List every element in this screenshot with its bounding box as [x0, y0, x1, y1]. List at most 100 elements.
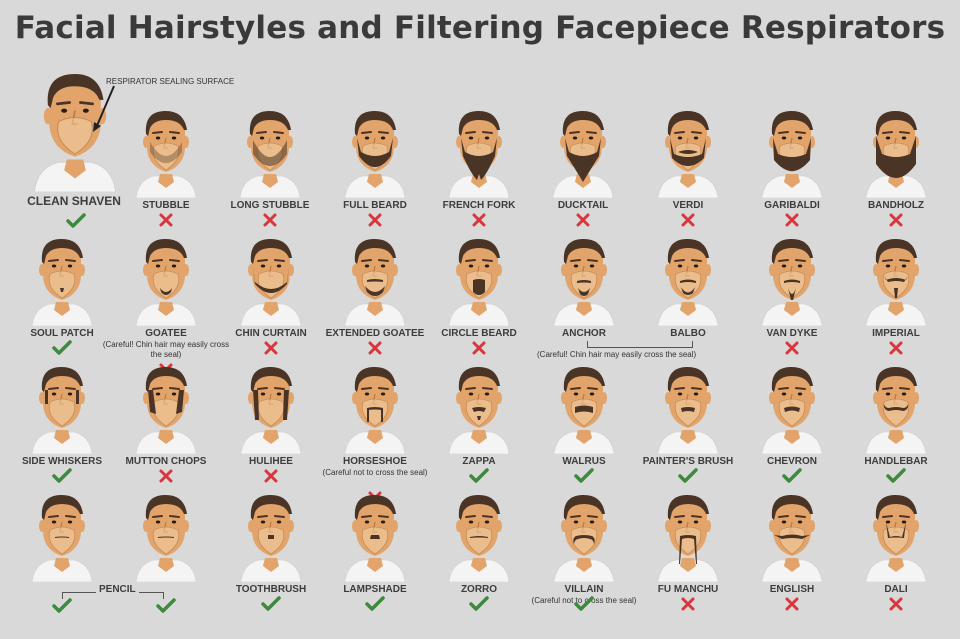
cross-icon: [263, 213, 277, 227]
style-cell-toothbrush: TOOTHBRUSH: [219, 492, 323, 614]
style-cell-villain: VILLAIN (Careful not to cross the seal): [532, 492, 636, 614]
cross-icon: [159, 469, 173, 483]
mutton-face: [135, 366, 197, 454]
style-label: STUBBLE: [142, 200, 190, 211]
callout-arrow-icon: [93, 85, 115, 132]
style-cell-lampshade: LAMPSHADE: [323, 492, 427, 614]
handlebar-face: [865, 366, 927, 454]
whiskers-face: [31, 366, 93, 454]
style-label: FU MANCHU: [657, 584, 719, 595]
garibaldi-face: [761, 110, 823, 198]
check-icon: [52, 340, 72, 355]
cross-icon: [264, 341, 278, 355]
pencil-label: PENCIL: [96, 584, 139, 595]
zorro-face: [448, 494, 510, 582]
circle-face: [448, 238, 510, 326]
style-label: HANDLEBAR: [864, 456, 928, 467]
style-cell-balbo: BALBO: [636, 236, 740, 358]
walrus-face: [553, 366, 615, 454]
anchor-balbo-bracket: [587, 341, 693, 348]
anchor-balbo-note: (Careful! Chin hair may easily cross the…: [537, 350, 697, 359]
style-label: FULL BEARD: [343, 200, 407, 211]
style-label: FRENCH FORK: [442, 200, 516, 211]
style-label: GOATEE: [145, 328, 187, 339]
villain-face: [553, 494, 615, 582]
goatee-face: [135, 238, 197, 326]
style-cell-walrus: WALRUS: [532, 364, 636, 486]
check-icon: [156, 598, 176, 613]
check-icon: [886, 468, 906, 483]
cross-icon: [889, 597, 903, 611]
clean-shaven-label: CLEAN SHAVEN: [27, 194, 121, 208]
style-label: HULIHEE: [249, 456, 293, 467]
style-label: IMPERIAL: [872, 328, 920, 339]
toothbrush-face: [240, 494, 302, 582]
style-label: SIDE WHISKERS: [21, 456, 102, 467]
style-cell-anchor: ANCHOR: [532, 236, 636, 358]
style-cell-circle: CIRCLE BEARD: [427, 236, 531, 358]
check-icon: [469, 596, 489, 611]
chincurtain-face: [240, 238, 302, 326]
extgoatee-face: [344, 238, 406, 326]
style-label: VERDI: [672, 200, 704, 211]
vandyke-face: [761, 238, 823, 326]
bandholz-face: [865, 110, 927, 198]
pencil1-face: [31, 494, 93, 582]
anchor-face: [553, 238, 615, 326]
cross-icon: [785, 341, 799, 355]
style-label: BALBO: [670, 328, 706, 339]
cross-icon: [368, 341, 382, 355]
style-label: PAINTER'S BRUSH: [642, 456, 734, 467]
style-label: ENGLISH: [769, 584, 815, 595]
style-label: VAN DYKE: [766, 328, 818, 339]
style-label: LONG STUBBLE: [230, 200, 310, 211]
check-icon: [678, 468, 698, 483]
cross-icon: [368, 213, 382, 227]
check-icon: [574, 596, 594, 611]
style-cell-goatee: GOATEE (Careful! Chin hair may easily cro…: [103, 236, 229, 377]
cross-icon: [785, 597, 799, 611]
style-cell-stubble: STUBBLE: [114, 108, 218, 230]
cross-icon: [264, 469, 278, 483]
style-cell-vandyke: VAN DYKE: [740, 236, 844, 358]
style-label: CHIN CURTAIN: [235, 328, 307, 339]
style-cell-verdi: VERDI: [636, 108, 740, 230]
check-icon: [782, 468, 802, 483]
style-cell-soulpatch: SOUL PATCH: [10, 236, 114, 358]
style-cell-zappa: ZAPPA: [427, 364, 531, 486]
style-cell-extgoatee: EXTENDED GOATEE: [323, 236, 427, 358]
style-cell-chevron: CHEVRON: [740, 364, 844, 486]
style-label: CHEVRON: [766, 456, 817, 467]
painter-face: [657, 366, 719, 454]
style-cell-ducktail: DUCKTAIL: [531, 108, 635, 230]
clean-shaven-face: [33, 74, 117, 192]
style-cell-chincurtain: CHIN CURTAIN: [219, 236, 323, 358]
hulihee-face: [240, 366, 302, 454]
style-cell-hulihee: HULIHEE: [219, 364, 323, 486]
cross-icon: [889, 213, 903, 227]
style-label: EXTENDED GOATEE: [325, 328, 425, 339]
style-label: LAMPSHADE: [343, 584, 407, 595]
cross-icon: [785, 213, 799, 227]
style-label: GARIBALDI: [764, 200, 820, 211]
style-note: (Careful! Chin hair may easily cross the…: [102, 340, 230, 359]
longstubble-face: [239, 110, 301, 198]
style-cell-whiskers: SIDE WHISKERS: [10, 364, 114, 486]
check-icon: [574, 468, 594, 483]
style-cell-zorro: ZORRO: [427, 492, 531, 614]
ducktail-face: [552, 110, 614, 198]
fullbeard-face: [344, 110, 406, 198]
lampshade-face: [344, 494, 406, 582]
style-cell-fullbeard: FULL BEARD: [323, 108, 427, 230]
english-face: [761, 494, 823, 582]
style-label: BANDHOLZ: [867, 200, 925, 211]
check-icon: [66, 213, 86, 228]
style-note: (Careful not to cross the seal): [531, 596, 637, 605]
style-label: ZORRO: [460, 584, 498, 595]
style-label: WALRUS: [562, 456, 606, 467]
check-icon: [261, 596, 281, 611]
respirator-sealing-surface-label: RESPIRATOR SEALING SURFACE: [106, 77, 235, 86]
style-label: DUCKTAIL: [557, 200, 609, 211]
style-cell-garibaldi: GARIBALDI: [740, 108, 844, 230]
imperial-face: [865, 238, 927, 326]
